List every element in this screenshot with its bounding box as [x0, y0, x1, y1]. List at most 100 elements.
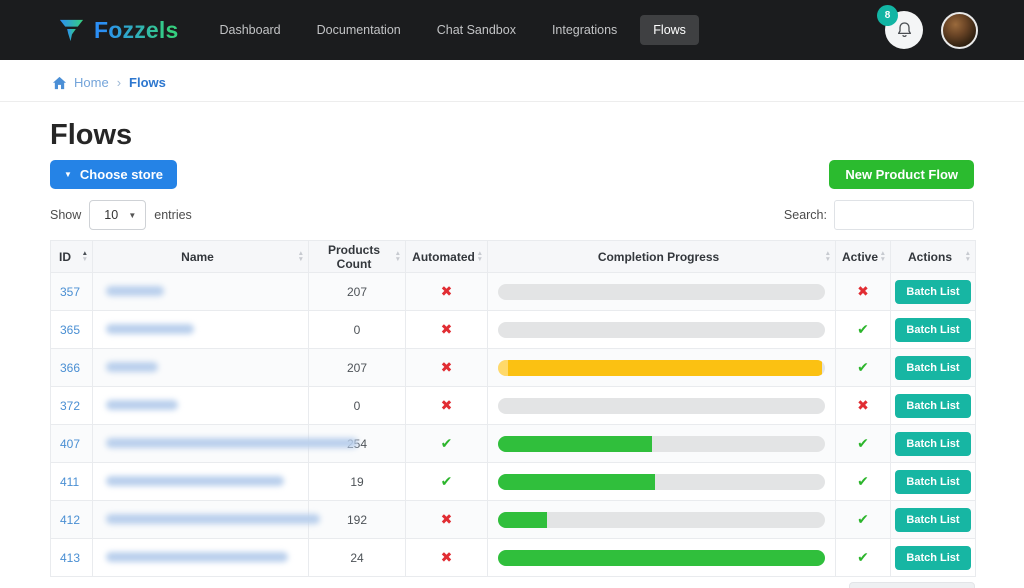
- pagination-previous-button[interactable]: [849, 582, 975, 588]
- table-row: 413 24 ✖ ✔ Batch List: [51, 539, 976, 577]
- sort-desc-icon: ▼: [965, 257, 971, 263]
- search-label: Search:: [784, 208, 827, 222]
- column-label: Automated: [412, 250, 475, 264]
- progress-segment: [498, 360, 508, 376]
- column-header-completion-progress[interactable]: Completion Progress ▲▼: [488, 241, 836, 273]
- automated-status-icon: ✖: [441, 511, 453, 527]
- flow-name-link-redacted[interactable]: [106, 476, 284, 486]
- table-row: 372 0 ✖ ✖ Batch List: [51, 387, 976, 425]
- sort-desc-icon: ▼: [825, 257, 831, 263]
- column-header-name[interactable]: Name ▲▼: [93, 241, 309, 273]
- flow-id-link[interactable]: 365: [60, 323, 80, 337]
- nav-item-flows[interactable]: Flows: [640, 15, 699, 45]
- batch-list-button[interactable]: Batch List: [895, 470, 970, 494]
- page-size-value: 10: [104, 208, 118, 222]
- column-label: Products Count: [317, 243, 391, 271]
- navbar-right: 8: [885, 11, 978, 49]
- flow-id-link[interactable]: 412: [60, 513, 80, 527]
- main-nav: Dashboard Documentation Chat Sandbox Int…: [206, 15, 698, 45]
- batch-list-button[interactable]: Batch List: [895, 356, 970, 380]
- batch-list-button[interactable]: Batch List: [895, 432, 970, 456]
- breadcrumb: Home › Flows: [0, 60, 1024, 102]
- progress-bar: [498, 436, 825, 452]
- sort-desc-icon: ▼: [298, 257, 304, 263]
- active-status-icon: ✔: [857, 473, 869, 489]
- active-status-icon: ✖: [857, 283, 869, 299]
- flow-name-link-redacted[interactable]: [106, 552, 288, 562]
- progress-bar: [498, 550, 825, 566]
- batch-list-button[interactable]: Batch List: [895, 508, 970, 532]
- nav-item-integrations[interactable]: Integrations: [539, 15, 630, 45]
- automated-status-icon: ✖: [441, 283, 453, 299]
- sort-desc-icon: ▼: [395, 257, 401, 263]
- progress-bar: [498, 284, 825, 300]
- user-avatar[interactable]: [941, 12, 978, 49]
- automated-status-icon: ✔: [441, 473, 453, 489]
- column-label: Active: [842, 250, 878, 264]
- products-count: 192: [347, 513, 367, 527]
- breadcrumb-home-link[interactable]: Home: [52, 75, 109, 90]
- progress-segment: [498, 474, 655, 490]
- column-header-actions[interactable]: Actions ▲▼: [891, 241, 976, 273]
- progress-bar: [498, 398, 825, 414]
- progress-bar: [498, 474, 825, 490]
- entries-label: entries: [154, 208, 192, 222]
- breadcrumb-current: Flows: [129, 75, 166, 90]
- nav-item-dashboard[interactable]: Dashboard: [206, 15, 293, 45]
- flow-id-link[interactable]: 407: [60, 437, 80, 451]
- flow-name-link-redacted[interactable]: [106, 286, 164, 296]
- flow-id-link[interactable]: 413: [60, 551, 80, 565]
- flow-name-link-redacted[interactable]: [106, 438, 358, 448]
- flow-name-link-redacted[interactable]: [106, 400, 178, 410]
- progress-segment: [498, 550, 825, 566]
- batch-list-button[interactable]: Batch List: [895, 394, 970, 418]
- automated-status-icon: ✖: [441, 321, 453, 337]
- progress-bar: [498, 322, 825, 338]
- choose-store-label: Choose store: [78, 167, 177, 182]
- sort-desc-icon: ▼: [82, 257, 88, 263]
- caret-down-icon: ▼: [128, 211, 136, 220]
- batch-list-button[interactable]: Batch List: [895, 546, 970, 570]
- active-status-icon: ✔: [857, 435, 869, 451]
- breadcrumb-separator-icon: ›: [117, 75, 121, 90]
- table-row: 407 254 ✔ ✔ Batch List: [51, 425, 976, 463]
- batch-list-button[interactable]: Batch List: [895, 318, 970, 342]
- column-label: Actions: [908, 250, 952, 264]
- column-header-active[interactable]: Active ▲▼: [836, 241, 891, 273]
- search-input[interactable]: [834, 200, 974, 230]
- products-count: 0: [354, 399, 361, 413]
- flow-id-link[interactable]: 411: [60, 475, 79, 489]
- show-label: Show: [50, 208, 81, 222]
- notification-button[interactable]: 8: [885, 11, 923, 49]
- active-status-icon: ✔: [857, 549, 869, 565]
- batch-list-button[interactable]: Batch List: [895, 280, 970, 304]
- table-row: 412 192 ✖ ✔ Batch List: [51, 501, 976, 539]
- new-product-flow-button[interactable]: New Product Flow: [829, 160, 974, 189]
- main-content: Flows ▼ Choose store New Product Flow Sh…: [0, 118, 1024, 588]
- column-header-products-count[interactable]: Products Count ▲▼: [309, 241, 406, 273]
- nav-item-documentation[interactable]: Documentation: [304, 15, 414, 45]
- automated-status-icon: ✖: [441, 359, 453, 375]
- toolbar: ▼ Choose store New Product Flow: [50, 160, 974, 189]
- automated-status-icon: ✔: [441, 435, 453, 451]
- products-count: 24: [350, 551, 363, 565]
- flow-id-link[interactable]: 366: [60, 361, 80, 375]
- notification-badge: 8: [877, 5, 898, 26]
- flow-name-link-redacted[interactable]: [106, 514, 320, 524]
- sort-desc-icon: ▼: [477, 257, 483, 263]
- flow-name-link-redacted[interactable]: [106, 324, 194, 334]
- nav-item-chat-sandbox[interactable]: Chat Sandbox: [424, 15, 529, 45]
- column-header-id[interactable]: ID ▲▼: [51, 241, 93, 273]
- active-status-icon: ✔: [857, 321, 869, 337]
- brand-logo[interactable]: Fozzels: [58, 17, 178, 44]
- active-status-icon: ✔: [857, 359, 869, 375]
- choose-store-button[interactable]: ▼ Choose store: [50, 160, 177, 189]
- flow-id-link[interactable]: 372: [60, 399, 80, 413]
- fozzels-logo-icon: [58, 17, 85, 44]
- table-header-row: ID ▲▼ Name ▲▼ Products Count ▲▼ Automate…: [51, 241, 976, 273]
- products-count: 207: [347, 285, 367, 299]
- flow-name-link-redacted[interactable]: [106, 362, 158, 372]
- flow-id-link[interactable]: 357: [60, 285, 80, 299]
- page-size-select[interactable]: 10 ▼: [89, 200, 146, 230]
- column-header-automated[interactable]: Automated ▲▼: [406, 241, 488, 273]
